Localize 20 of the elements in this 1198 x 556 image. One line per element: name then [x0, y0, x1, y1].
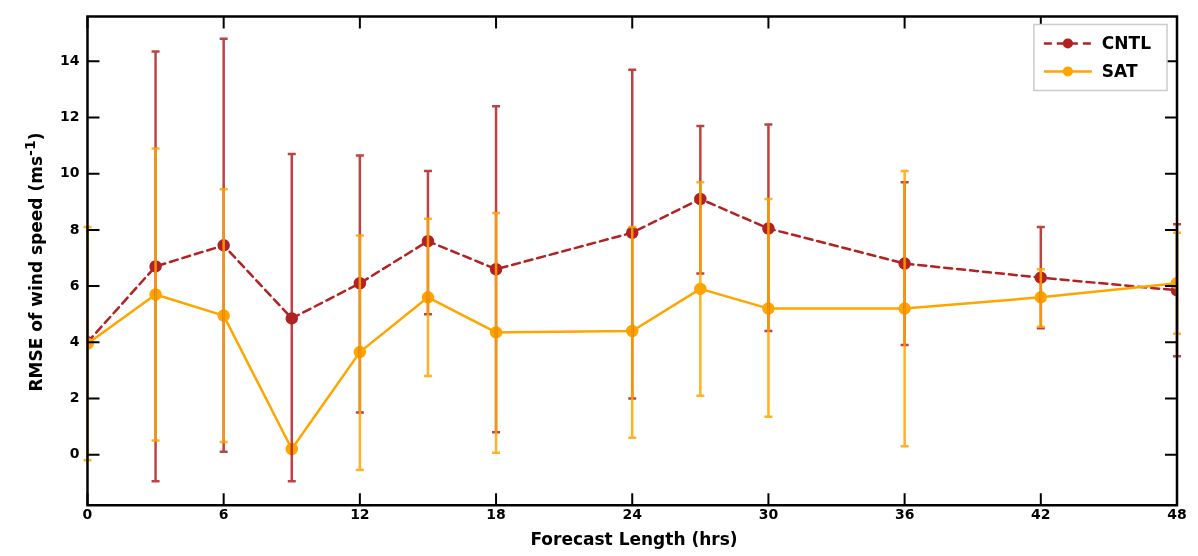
y-tick-label: 4 [69, 332, 80, 349]
y-tick-label: 6 [69, 276, 80, 293]
legend-label: CNTL [1101, 32, 1152, 53]
x-tick-label: 12 [350, 506, 370, 523]
x-tick-label: 42 [1031, 506, 1051, 523]
y-tick-label: 8 [69, 220, 80, 237]
y-tick-label: 2 [69, 389, 80, 406]
x-tick-label: 36 [894, 506, 915, 523]
x-tick-label: 18 [486, 506, 506, 523]
x-tick-label: 0 [82, 506, 93, 523]
x-tick-label: 30 [758, 506, 779, 523]
x-tick-label: 48 [1167, 506, 1187, 523]
legend-label: SAT [1101, 60, 1138, 81]
x-tick-label: 24 [622, 506, 643, 523]
y-tick-label: 0 [69, 445, 80, 462]
x-axis-title: Forecast Length (hrs) [530, 529, 738, 549]
x-tick-label: 6 [218, 506, 229, 523]
y-tick-label: 10 [60, 164, 80, 181]
y-tick-label: 12 [60, 108, 80, 125]
y-tick-label: 14 [60, 51, 80, 68]
